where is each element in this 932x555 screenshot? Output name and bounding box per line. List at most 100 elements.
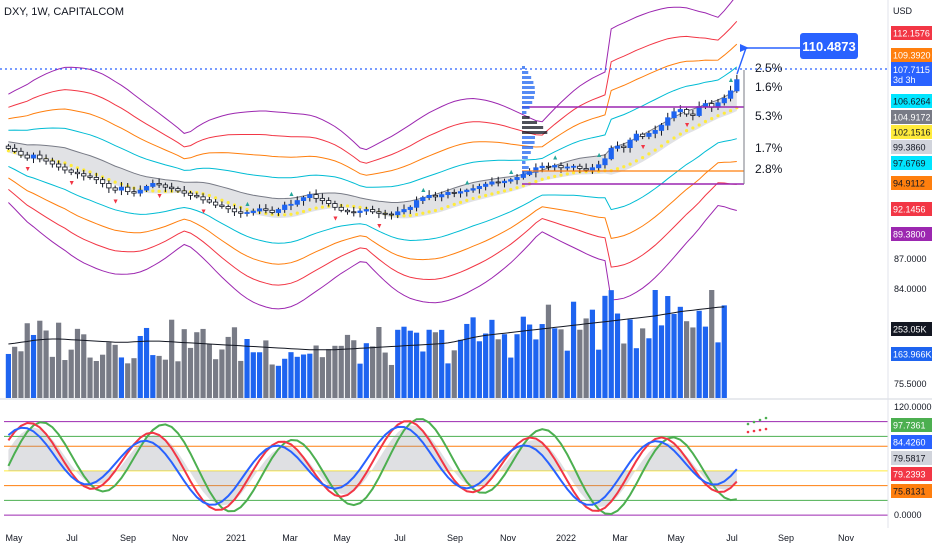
osc-projection-dot bbox=[746, 422, 750, 426]
candle-body bbox=[175, 188, 181, 192]
candle-body bbox=[545, 165, 552, 168]
x-tick-label: Mar bbox=[282, 533, 298, 543]
trend-dot bbox=[421, 211, 425, 215]
volume-bar bbox=[495, 339, 501, 398]
price-badge: 94.9112 bbox=[893, 179, 925, 189]
volume-profile-row bbox=[522, 131, 548, 134]
volume-bar bbox=[244, 339, 250, 398]
osc-badge: 84.4260 bbox=[893, 438, 926, 448]
trend-dot bbox=[113, 180, 117, 184]
trend-dot bbox=[622, 165, 626, 169]
candle-body bbox=[614, 145, 621, 149]
trend-dot bbox=[226, 200, 230, 205]
osc-badge: 79.5817 bbox=[893, 454, 926, 464]
candle-body bbox=[131, 191, 137, 194]
price-badge: 104.9172 bbox=[893, 113, 931, 123]
volume-bar bbox=[12, 346, 18, 398]
osc-tick-label: 0.0000 bbox=[894, 510, 922, 520]
candle-body bbox=[338, 206, 344, 211]
volume-bar bbox=[37, 320, 43, 398]
volume-bar bbox=[577, 329, 583, 398]
callout-price: 110.4873 bbox=[802, 39, 856, 54]
price-badge-bg bbox=[891, 202, 932, 216]
signal-marker: ▼ bbox=[156, 193, 163, 200]
x-tick-label: 2022 bbox=[556, 533, 576, 543]
volume-bar bbox=[256, 352, 263, 398]
osc-badge-bg bbox=[891, 467, 932, 481]
price-badge-bg bbox=[891, 125, 932, 139]
signal-marker: ▼ bbox=[24, 166, 31, 173]
volume-bar bbox=[677, 306, 683, 398]
x-tick-label: May bbox=[5, 533, 23, 543]
signal-marker: ▼ bbox=[640, 144, 647, 151]
osc-green-line bbox=[7, 418, 737, 516]
trend-dot bbox=[716, 114, 720, 118]
signal-marker: ▼ bbox=[684, 122, 691, 129]
volume-bar bbox=[520, 316, 526, 398]
volume-bar bbox=[351, 340, 357, 398]
candle-body bbox=[583, 168, 589, 171]
candle-body bbox=[508, 179, 514, 182]
volume-profile-row bbox=[522, 136, 535, 139]
trend-dot bbox=[722, 111, 726, 115]
candle-body bbox=[470, 188, 476, 191]
candle-body bbox=[300, 197, 307, 201]
candle-body bbox=[319, 197, 325, 201]
trend-dot bbox=[672, 136, 676, 140]
volume-bar bbox=[539, 324, 545, 398]
current-price-bg bbox=[891, 62, 932, 86]
candle-body bbox=[501, 180, 508, 184]
price-badge: 109.3920 bbox=[893, 51, 931, 61]
volume-bar bbox=[181, 329, 187, 398]
candle-body bbox=[564, 166, 570, 169]
osc-red-line bbox=[7, 420, 738, 512]
volume-bar bbox=[225, 336, 231, 398]
symbol-title: DXY, 1W, CAPITALCOM bbox=[4, 6, 125, 18]
trend-dot bbox=[484, 193, 488, 198]
signal-marker: ▲ bbox=[420, 187, 427, 194]
candle-body bbox=[413, 200, 420, 208]
volume-bar bbox=[432, 332, 439, 398]
volume-bar bbox=[489, 319, 495, 398]
band-orange-lower bbox=[8, 161, 737, 265]
volume-bar bbox=[162, 359, 168, 398]
volume-bar bbox=[545, 304, 552, 398]
candle-body bbox=[250, 210, 256, 213]
x-tick-label: Mar bbox=[612, 533, 628, 543]
volume-profile-row bbox=[522, 141, 535, 144]
candle-body bbox=[181, 190, 187, 194]
candle-body bbox=[137, 189, 143, 194]
trend-dot bbox=[684, 129, 689, 133]
candle-body bbox=[112, 187, 118, 191]
candle-body bbox=[690, 113, 696, 116]
volume-bar bbox=[118, 357, 125, 398]
trend-dot bbox=[659, 144, 664, 148]
signal-marker: ▲ bbox=[464, 180, 471, 187]
candle-body bbox=[671, 111, 677, 119]
volume-bar bbox=[68, 349, 74, 398]
candle-body bbox=[24, 154, 30, 159]
x-tick-label: 2021 bbox=[226, 533, 246, 543]
trend-dot bbox=[471, 196, 475, 201]
signal-marker: ▼ bbox=[332, 215, 339, 222]
signal-marker: ▲ bbox=[596, 152, 603, 159]
volume-bar bbox=[420, 351, 426, 398]
volume-bar bbox=[49, 356, 55, 398]
volume-bar bbox=[74, 328, 81, 398]
volume-bar bbox=[514, 334, 520, 398]
price-badge: 106.6264 bbox=[893, 97, 931, 107]
volume-bar bbox=[81, 334, 87, 398]
candle-body bbox=[332, 203, 338, 208]
trend-dot bbox=[653, 148, 657, 152]
volume-bar bbox=[56, 322, 62, 398]
volume-bar bbox=[332, 345, 338, 398]
candle-body bbox=[552, 165, 558, 168]
volume-bar bbox=[175, 361, 181, 398]
volume-profile-row bbox=[522, 161, 526, 164]
osc-projection-dot bbox=[758, 428, 762, 432]
trend-dot bbox=[270, 212, 274, 217]
volume-bar bbox=[150, 355, 156, 398]
volume-bar bbox=[652, 290, 658, 398]
candle-layer: ▼ ▼ ▼ ▼ ▼ ▲ ▲ ▼ ▼ ▲ ▲ ▲ ▲ ▲ ▼ ▼ ▲ bbox=[5, 74, 740, 230]
